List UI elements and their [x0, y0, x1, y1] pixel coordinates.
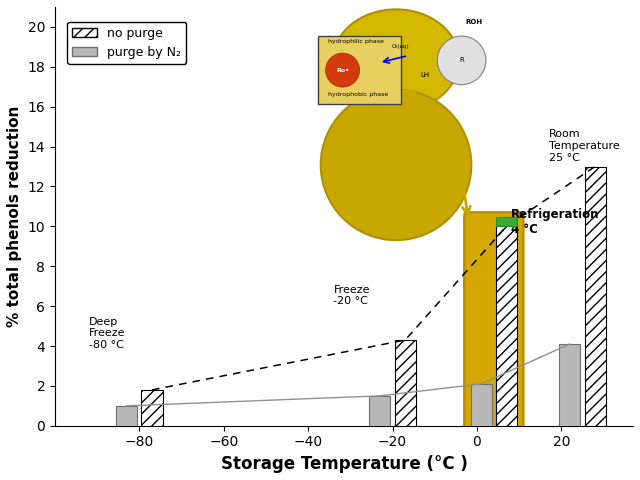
- X-axis label: Storage Temperature (°C ): Storage Temperature (°C ): [221, 455, 467, 473]
- Text: Refrigeration
4 °C: Refrigeration 4 °C: [511, 208, 599, 236]
- Bar: [141, 390, 163, 426]
- Bar: [496, 227, 517, 426]
- Text: Room
Temperature
25 °C: Room Temperature 25 °C: [548, 129, 620, 163]
- Bar: [369, 396, 390, 426]
- Bar: [559, 344, 580, 426]
- Bar: [496, 217, 517, 227]
- Bar: [584, 167, 605, 426]
- Bar: [395, 340, 416, 426]
- Legend: no purge, purge by N₂: no purge, purge by N₂: [67, 22, 186, 64]
- FancyBboxPatch shape: [464, 212, 524, 432]
- Bar: [470, 384, 492, 426]
- Y-axis label: % total phenols reduction: % total phenols reduction: [7, 106, 22, 327]
- Bar: [116, 406, 137, 426]
- Text: Freeze
-20 °C: Freeze -20 °C: [333, 285, 370, 306]
- Text: Deep
Freeze
-80 °C: Deep Freeze -80 °C: [89, 317, 125, 350]
